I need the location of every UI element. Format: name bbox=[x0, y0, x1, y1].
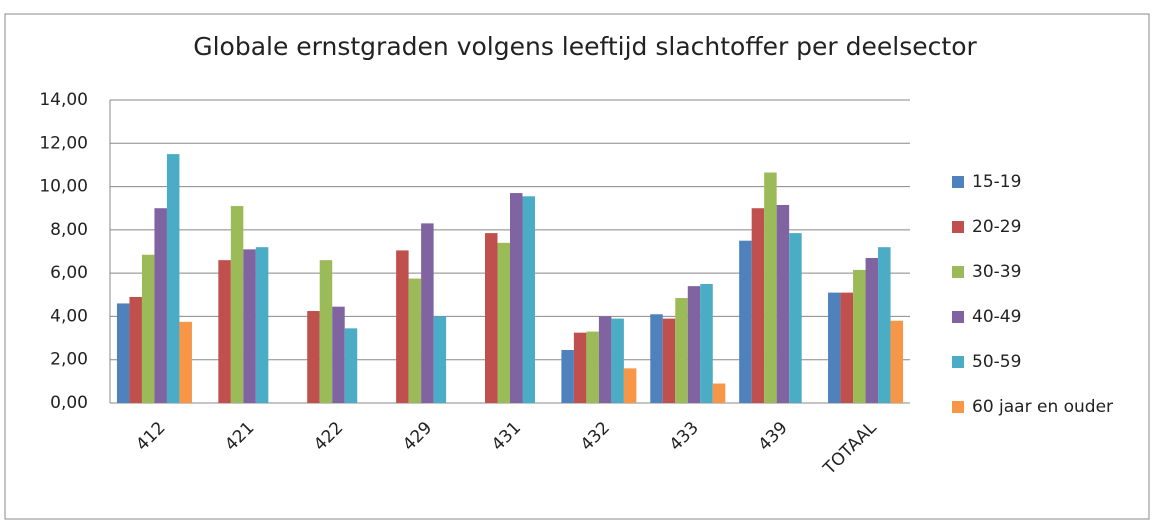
legend-label: 60 jaar en ouder bbox=[972, 397, 1113, 417]
bar bbox=[129, 296, 142, 403]
y-tick-label: 8,00 bbox=[50, 220, 88, 240]
legend-swatch bbox=[952, 356, 964, 368]
bar bbox=[840, 292, 854, 403]
legend-label: 15-19 bbox=[972, 172, 1021, 192]
bar bbox=[344, 328, 358, 403]
y-tick-label: 0,00 bbox=[50, 393, 88, 413]
legend-label: 20-29 bbox=[972, 217, 1021, 237]
bar bbox=[650, 314, 663, 403]
bar bbox=[739, 240, 752, 403]
legend-label: 40-49 bbox=[972, 307, 1021, 327]
bar bbox=[510, 193, 523, 403]
bar bbox=[255, 247, 269, 403]
chart-title: Globale ernstgraden volgens leeftijd sla… bbox=[193, 32, 977, 61]
bar bbox=[561, 349, 574, 403]
bar bbox=[230, 206, 244, 403]
y-tick-label: 6,00 bbox=[50, 263, 88, 283]
bar bbox=[319, 260, 333, 403]
legend-label: 50-59 bbox=[972, 352, 1021, 372]
bar bbox=[396, 250, 409, 403]
bar bbox=[853, 269, 866, 403]
bar bbox=[586, 331, 599, 403]
bar bbox=[218, 260, 231, 403]
bar bbox=[433, 316, 447, 403]
y-tick-label: 2,00 bbox=[50, 350, 88, 370]
bar bbox=[154, 208, 167, 403]
bar bbox=[497, 242, 510, 403]
legend-swatch bbox=[952, 401, 964, 413]
bar bbox=[789, 233, 802, 403]
legend-swatch bbox=[952, 221, 964, 233]
bar bbox=[776, 204, 790, 403]
bar bbox=[598, 316, 612, 403]
bar bbox=[890, 320, 904, 403]
bar bbox=[332, 306, 345, 403]
y-tick-label: 12,00 bbox=[39, 133, 88, 153]
bar bbox=[573, 332, 587, 403]
bar bbox=[623, 368, 637, 403]
bar bbox=[116, 303, 130, 403]
bar bbox=[700, 283, 713, 403]
bar bbox=[764, 172, 777, 403]
legend-swatch bbox=[952, 176, 964, 188]
bar bbox=[687, 286, 701, 403]
bar bbox=[307, 311, 320, 403]
bar bbox=[865, 257, 879, 403]
bar bbox=[485, 233, 498, 403]
bar bbox=[179, 321, 192, 403]
bar bbox=[662, 318, 676, 403]
legend-swatch bbox=[952, 311, 964, 323]
bar bbox=[878, 247, 891, 403]
bar bbox=[712, 383, 726, 403]
bar bbox=[828, 292, 841, 403]
bar bbox=[522, 196, 535, 403]
legend-swatch bbox=[952, 266, 964, 278]
bar bbox=[751, 208, 765, 403]
bar bbox=[243, 249, 256, 403]
bar bbox=[166, 154, 180, 403]
y-tick-label: 10,00 bbox=[39, 177, 88, 197]
legend-label: 30-39 bbox=[972, 262, 1021, 282]
bar bbox=[611, 318, 624, 403]
bar bbox=[408, 278, 422, 403]
bar bbox=[675, 298, 688, 403]
bar bbox=[421, 223, 434, 403]
bar bbox=[141, 254, 155, 403]
y-tick-label: 14,00 bbox=[39, 90, 88, 110]
y-tick-label: 4,00 bbox=[50, 306, 88, 326]
